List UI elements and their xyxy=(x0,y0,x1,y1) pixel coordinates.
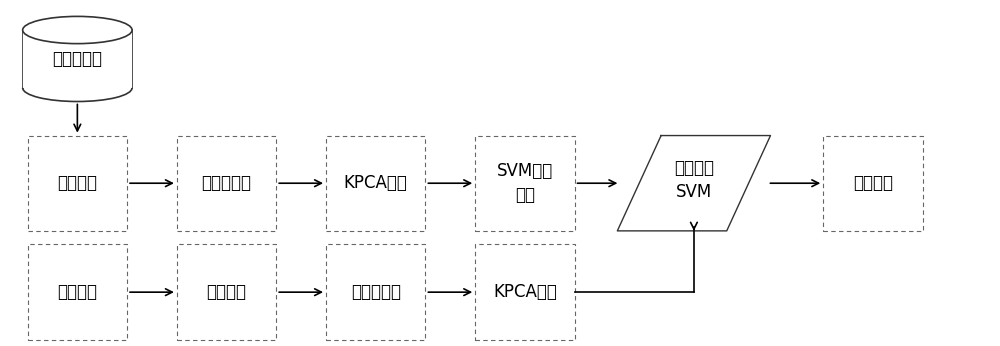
Text: 训练好的
SVM: 训练好的 SVM xyxy=(674,159,714,201)
Bar xyxy=(28,136,127,231)
Text: SVM参数
学习: SVM参数 学习 xyxy=(497,162,553,204)
Bar xyxy=(475,245,575,340)
Text: KPCA降维: KPCA降维 xyxy=(344,174,408,192)
Bar xyxy=(326,245,425,340)
Text: 特征规范化: 特征规范化 xyxy=(202,174,252,192)
Bar xyxy=(28,245,127,340)
Bar xyxy=(326,136,425,231)
Polygon shape xyxy=(617,136,770,231)
Bar xyxy=(823,136,923,231)
Bar xyxy=(177,245,276,340)
Text: 特征提取: 特征提取 xyxy=(207,283,247,301)
Bar xyxy=(475,136,575,231)
Text: 特征提取: 特征提取 xyxy=(57,174,97,192)
Bar xyxy=(177,136,276,231)
Text: 鉴定结果: 鉴定结果 xyxy=(853,174,893,192)
Text: 训练集图像: 训练集图像 xyxy=(52,50,102,68)
Text: 待测图像: 待测图像 xyxy=(57,283,97,301)
Ellipse shape xyxy=(23,16,132,44)
Bar xyxy=(23,30,132,88)
Text: KPCA降维: KPCA降维 xyxy=(493,283,557,301)
Text: 特征规范化: 特征规范化 xyxy=(351,283,401,301)
